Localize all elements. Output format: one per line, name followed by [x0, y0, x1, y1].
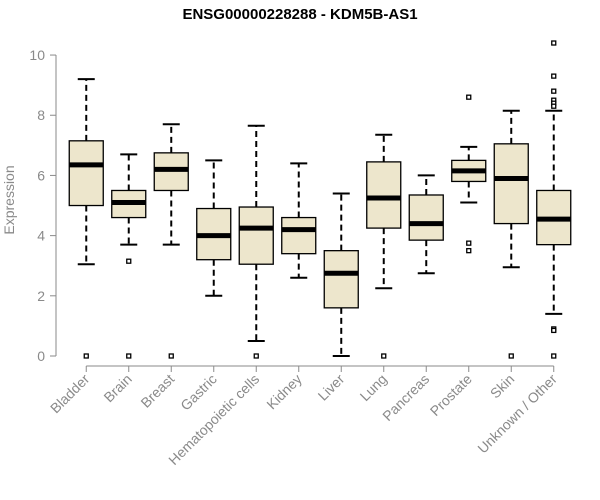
outlier-point	[126, 353, 132, 359]
box-unknown-other	[536, 40, 572, 359]
x-tick-label: Breast	[137, 371, 177, 411]
outlier-point	[466, 240, 472, 246]
iqr-box	[68, 140, 104, 207]
outlier-point	[551, 88, 557, 94]
y-tick-label: 0	[37, 348, 45, 364]
x-tick-label: Skin	[487, 371, 518, 402]
y-tick-label: 4	[37, 228, 45, 244]
outlier-point	[551, 40, 557, 46]
box-prostate	[451, 94, 487, 254]
outlier-point	[551, 73, 557, 79]
box-liver	[323, 192, 359, 357]
x-tick-label: Kidney	[263, 371, 305, 413]
outlier-point	[551, 353, 557, 359]
box-bladder	[68, 78, 104, 359]
box-gastric	[196, 159, 232, 297]
outlier-point	[551, 327, 557, 334]
outlier-point	[466, 248, 472, 254]
box-lung	[366, 133, 402, 359]
outlier-point	[253, 353, 259, 359]
iqr-box	[366, 161, 402, 229]
y-axis-label: Expression	[1, 165, 17, 234]
outlier-point	[381, 353, 387, 359]
box-hematopoietic-cells	[238, 124, 274, 359]
x-tick-label: Unknown / Other	[474, 371, 560, 457]
box-brain	[111, 153, 147, 359]
y-tick-label: 6	[37, 167, 45, 183]
iqr-box	[493, 143, 529, 225]
outlier-point	[168, 353, 174, 359]
x-tick-label: Prostate	[427, 371, 475, 419]
box-breast	[153, 123, 189, 359]
outlier-point	[508, 353, 514, 359]
x-tick-label: Brain	[100, 371, 134, 405]
iqr-box	[281, 216, 317, 255]
chart-title: ENSG00000228288 - KDM5B-AS1	[182, 6, 418, 23]
y-tick-label: 10	[29, 47, 45, 63]
y-tick-label: 2	[37, 288, 45, 304]
x-tick-label: Lung	[357, 371, 390, 404]
x-tick-label: Liver	[315, 371, 348, 404]
box-skin	[493, 109, 529, 359]
outlier-point	[551, 103, 557, 109]
iqr-box	[323, 250, 359, 309]
box-kidney	[281, 162, 317, 279]
x-tick-label: Bladder	[47, 371, 93, 417]
box-pancreas	[408, 174, 444, 275]
iqr-box	[238, 206, 274, 265]
outlier-point	[126, 258, 132, 264]
x-tick-label: Pancreas	[379, 371, 432, 424]
outlier-point	[83, 353, 89, 359]
outlier-point	[466, 94, 472, 100]
iqr-box	[408, 194, 444, 241]
y-tick-label: 8	[37, 107, 45, 123]
